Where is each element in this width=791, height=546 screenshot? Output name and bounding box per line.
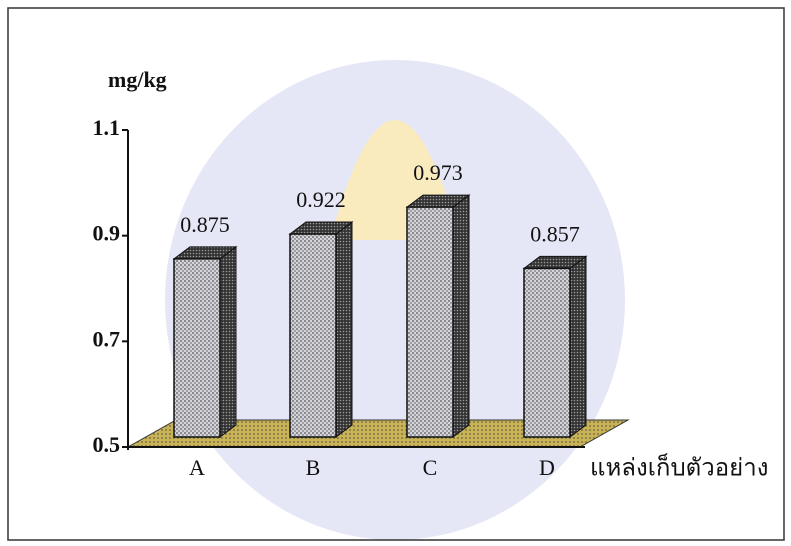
bar-side — [335, 221, 353, 438]
x-tick-label: C — [423, 455, 438, 480]
y-axis-label: mg/kg — [108, 67, 167, 92]
bar-side — [569, 255, 587, 438]
value-label: 0.973 — [413, 160, 463, 185]
value-label: 0.922 — [296, 187, 346, 212]
bar — [173, 258, 221, 438]
y-tick-label: 0.7 — [93, 326, 121, 351]
x-tick-label: B — [306, 455, 321, 480]
y-tick-label: 0.9 — [93, 221, 121, 246]
bar — [406, 206, 454, 438]
bar-side — [219, 245, 237, 438]
x-axis-label: แหล่งเก็บตัวอย่าง — [590, 453, 768, 482]
bar — [523, 267, 571, 438]
x-tick-label: A — [189, 455, 205, 480]
value-label: 0.857 — [530, 221, 580, 246]
frame — [7, 7, 785, 541]
y-tick-label: 0.5 — [93, 432, 121, 457]
bar-side — [452, 194, 470, 438]
value-label: 0.875 — [180, 212, 230, 237]
bar — [289, 233, 337, 438]
x-tick-label: D — [539, 455, 555, 480]
y-tick-label: 1.1 — [93, 115, 121, 140]
